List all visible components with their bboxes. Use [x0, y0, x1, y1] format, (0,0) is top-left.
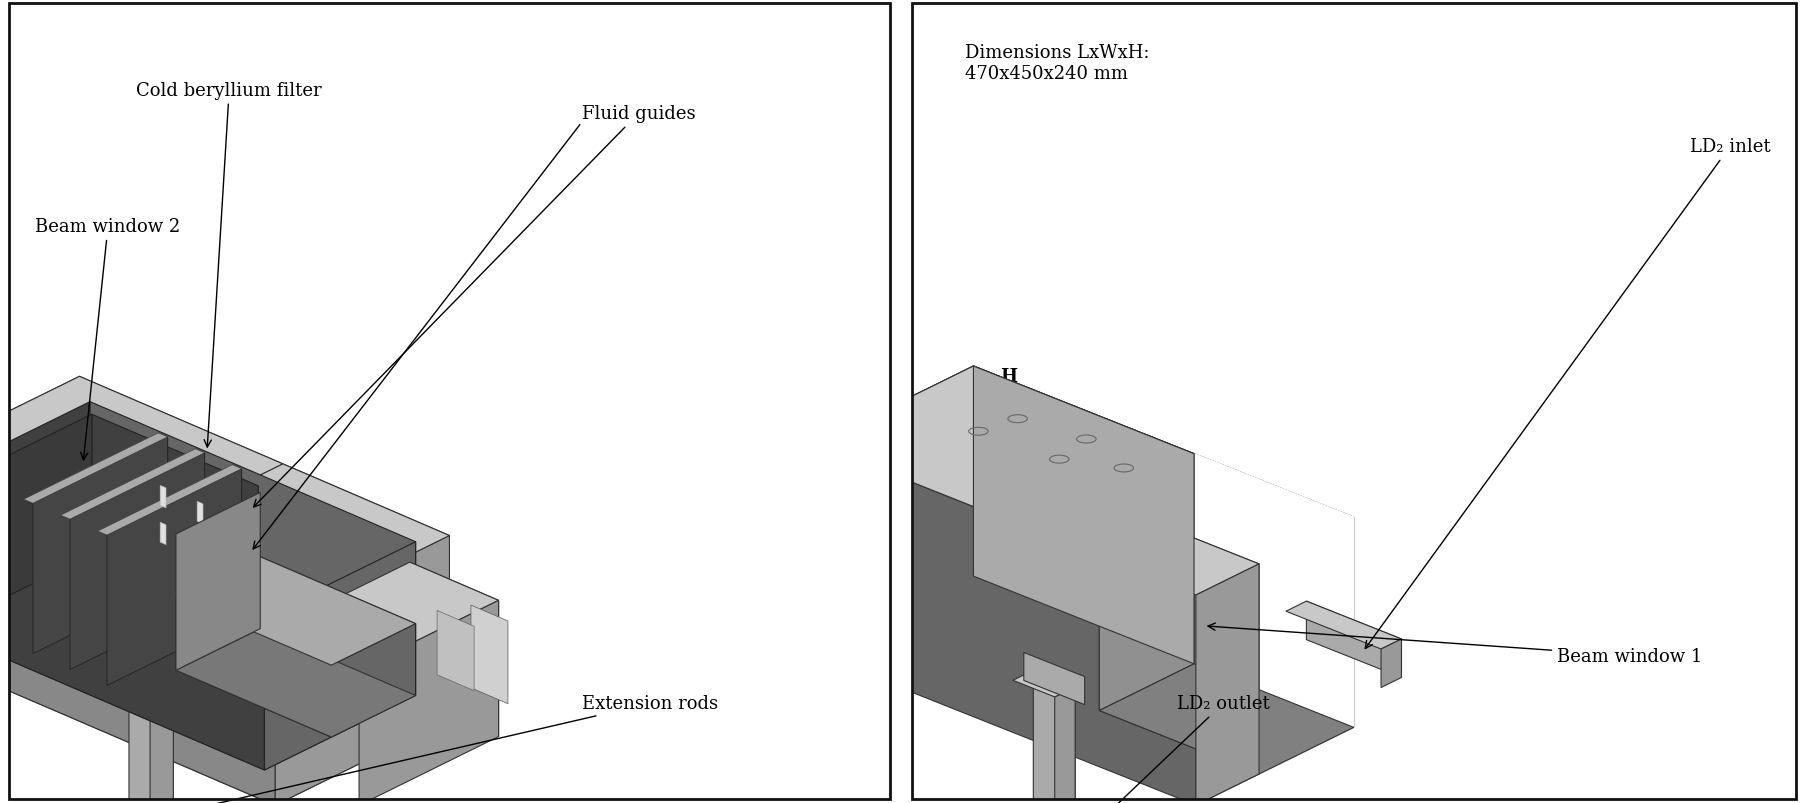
Polygon shape: [1381, 639, 1401, 687]
Polygon shape: [0, 377, 79, 646]
Polygon shape: [1307, 601, 1401, 678]
Polygon shape: [70, 453, 204, 670]
Polygon shape: [260, 557, 415, 695]
Polygon shape: [1013, 671, 1076, 697]
Text: Cold beryllium filter: Cold beryllium filter: [137, 81, 321, 447]
Polygon shape: [265, 542, 415, 770]
Polygon shape: [0, 556, 415, 770]
Polygon shape: [106, 659, 173, 690]
Text: Extension rods: Extension rods: [155, 695, 718, 803]
Text: W: W: [1134, 488, 1153, 506]
Polygon shape: [159, 434, 168, 588]
Polygon shape: [117, 646, 184, 691]
Polygon shape: [1099, 664, 1354, 774]
Polygon shape: [161, 486, 166, 508]
Polygon shape: [108, 464, 449, 622]
Polygon shape: [150, 678, 173, 803]
Polygon shape: [0, 560, 449, 803]
Polygon shape: [437, 610, 475, 691]
Polygon shape: [274, 536, 449, 803]
Polygon shape: [1032, 671, 1076, 803]
Polygon shape: [195, 449, 204, 603]
Polygon shape: [1195, 454, 1354, 728]
Polygon shape: [1099, 454, 1195, 711]
Polygon shape: [175, 493, 260, 671]
Polygon shape: [271, 562, 498, 669]
Polygon shape: [1054, 687, 1076, 803]
Text: Dimensions LxWxH:
470x450x240 mm: Dimensions LxWxH: 470x450x240 mm: [964, 43, 1150, 83]
Polygon shape: [175, 629, 415, 737]
Polygon shape: [1285, 601, 1401, 649]
Polygon shape: [816, 366, 973, 654]
Polygon shape: [816, 366, 1260, 595]
Polygon shape: [1197, 518, 1354, 803]
Polygon shape: [973, 366, 1195, 664]
Polygon shape: [97, 465, 242, 536]
Polygon shape: [197, 502, 202, 524]
Text: Beam window 1: Beam window 1: [1208, 623, 1702, 665]
Polygon shape: [410, 562, 498, 736]
Text: Fluid guides: Fluid guides: [253, 105, 695, 507]
Polygon shape: [1099, 454, 1354, 565]
Polygon shape: [359, 601, 498, 803]
Polygon shape: [161, 523, 166, 545]
Polygon shape: [1023, 653, 1085, 705]
Polygon shape: [106, 469, 242, 686]
Polygon shape: [0, 377, 283, 550]
Polygon shape: [175, 598, 332, 737]
Text: LD₂ outlet: LD₂ outlet: [1058, 695, 1269, 803]
Polygon shape: [973, 366, 1354, 728]
Polygon shape: [233, 465, 242, 619]
Polygon shape: [61, 449, 204, 520]
Polygon shape: [0, 414, 92, 627]
Polygon shape: [32, 438, 168, 654]
Polygon shape: [79, 377, 449, 719]
Polygon shape: [175, 557, 415, 666]
Polygon shape: [332, 624, 415, 737]
Text: L: L: [937, 403, 949, 422]
Polygon shape: [0, 463, 274, 803]
Polygon shape: [816, 366, 1354, 595]
Polygon shape: [23, 434, 168, 503]
Polygon shape: [90, 402, 415, 695]
Polygon shape: [0, 476, 265, 770]
Polygon shape: [128, 659, 173, 803]
Polygon shape: [471, 605, 507, 703]
Text: H: H: [1000, 368, 1018, 385]
Text: LD₂ inlet: LD₂ inlet: [1365, 138, 1771, 649]
Polygon shape: [816, 444, 1197, 803]
Polygon shape: [1260, 518, 1354, 774]
Text: Beam window 2: Beam window 2: [36, 218, 180, 460]
Polygon shape: [0, 402, 90, 630]
Polygon shape: [1099, 501, 1260, 774]
Polygon shape: [235, 517, 240, 540]
Polygon shape: [197, 538, 202, 561]
Polygon shape: [1197, 565, 1260, 803]
Polygon shape: [92, 414, 258, 626]
Polygon shape: [235, 554, 240, 577]
